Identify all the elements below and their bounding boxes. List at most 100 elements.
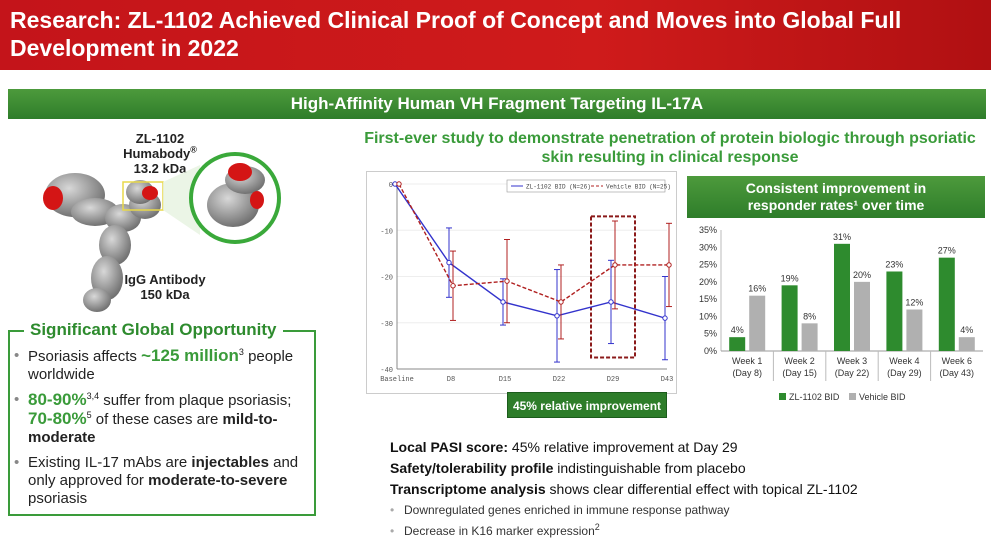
result-text: 45% relative improvement at Day 29 xyxy=(508,439,738,455)
bullet-text: suffer from plaque psoriasis; xyxy=(99,392,292,409)
legend-label: ZL-1102 BID (N=26) xyxy=(526,184,591,191)
highlight-value: 70-80% xyxy=(28,409,87,428)
bullet-text: and only approved for xyxy=(28,454,299,489)
series-line xyxy=(394,183,666,319)
bullet-text: of these cases are xyxy=(91,411,223,428)
bullet-text: Psoriasis affects xyxy=(28,348,142,365)
data-point xyxy=(612,262,618,268)
bullet-text: psoriasis xyxy=(28,490,88,507)
bar xyxy=(749,295,766,351)
y-tick-label: 25% xyxy=(699,260,717,270)
list-item: Psoriasis affects ~125 million3 people w… xyxy=(14,347,312,384)
responder-title: Consistent improvement in responder rate… xyxy=(687,176,985,218)
y-tick-label: -10 xyxy=(380,228,393,236)
sub-bullet-text: Decrease in K16 marker expression xyxy=(404,524,595,538)
bullet-text: Existing IL-17 mAbs are xyxy=(28,454,192,471)
humabody-zoom xyxy=(189,152,281,244)
result-transcriptome: Transcriptome analysis shows clear diffe… xyxy=(390,479,980,500)
y-tick-label: 30% xyxy=(699,242,717,252)
sub-bullet: Decrease in K16 marker expression2 xyxy=(390,521,980,542)
data-label: 31% xyxy=(833,232,851,242)
page-title: Research: ZL-1102 Achieved Clinical Proo… xyxy=(10,7,902,61)
bar xyxy=(854,281,870,351)
humabody-size: 13.2 kDa xyxy=(133,161,187,176)
opportunity-list: Psoriasis affects ~125 million3 people w… xyxy=(14,347,312,515)
section-banner: High-Affinity Human VH Fragment Targetin… xyxy=(8,89,986,119)
data-point xyxy=(608,299,614,305)
bar xyxy=(906,309,923,351)
results-section: Local PASI score: 45% relative improveme… xyxy=(390,437,980,542)
legend-label: ZL-1102 BID xyxy=(789,392,840,402)
bold-text: moderate-to-severe xyxy=(148,472,288,489)
result-label: Safety/tolerability profile xyxy=(390,460,554,476)
bar xyxy=(781,285,798,351)
data-label: 12% xyxy=(905,298,923,308)
y-tick-label: 15% xyxy=(699,294,717,304)
igg-label: IgG Antibody 150 kDa xyxy=(110,272,220,302)
x-tick-label: D29 xyxy=(607,376,620,384)
x-tick-label: Week 4 xyxy=(889,356,919,366)
legend-label: Vehicle BID xyxy=(859,392,906,402)
x-tick-sublabel: (Day 22) xyxy=(835,368,870,378)
y-tick-label: -40 xyxy=(380,367,393,375)
data-label: 4% xyxy=(960,325,973,335)
bold-text: injectables xyxy=(191,454,269,471)
y-tick-label: 10% xyxy=(699,311,717,321)
x-tick-label: D8 xyxy=(447,376,455,384)
bar xyxy=(729,337,746,351)
footnote-ref: 2 xyxy=(594,522,600,532)
result-label: Local PASI score: xyxy=(390,439,509,455)
data-point xyxy=(554,313,560,319)
responder-title-line1: Consistent improvement in xyxy=(745,180,927,196)
result-safety: Safety/tolerability profile indistinguis… xyxy=(390,458,980,479)
data-label: 20% xyxy=(853,270,871,280)
data-point xyxy=(504,278,510,284)
legend-box xyxy=(506,179,666,193)
highlight-box xyxy=(590,215,636,359)
data-point xyxy=(446,259,452,266)
list-item: 80-90%3,4 suffer from plaque psoriasis; … xyxy=(14,391,312,447)
pasi-line-chart: 0 -10 -20 -30 -40 Baseline D8 D15 D22 D29 D43 ZL-11… xyxy=(366,171,677,394)
y-tick-label: 20% xyxy=(699,277,717,287)
highlight-value: 80-90% xyxy=(28,390,87,409)
x-tick-sublabel: (Day 43) xyxy=(940,368,975,378)
x-tick-label: D22 xyxy=(553,376,566,384)
x-tick-label: Baseline xyxy=(380,376,414,384)
bar xyxy=(958,337,975,351)
footnote-ref: 3,4 xyxy=(86,391,100,401)
bar xyxy=(886,271,903,351)
humabody-label: ZL-1102 Humabody® 13.2 kDa xyxy=(100,131,220,176)
result-text: indistinguishable from placebo xyxy=(553,460,746,476)
legend-label: Vehicle BID (N=25) xyxy=(606,184,671,191)
igg-size: 150 kDa xyxy=(140,287,190,302)
registered-mark: ® xyxy=(190,144,197,155)
legend-swatch xyxy=(849,393,856,400)
data-point xyxy=(558,299,564,305)
header-bar: Research: ZL-1102 Achieved Clinical Proo… xyxy=(0,0,991,70)
footnote-ref: 5 xyxy=(86,410,92,420)
x-tick-label: D43 xyxy=(661,376,674,384)
footnote-ref: 3 xyxy=(238,347,244,357)
molecule-illustration xyxy=(43,152,281,312)
x-tick-label: Week 2 xyxy=(784,356,814,366)
y-tick-label: -30 xyxy=(380,321,393,329)
y-tick-label: 0% xyxy=(704,346,717,356)
sub-bullet: Downregulated genes enriched in immune r… xyxy=(390,500,980,521)
bullet-text: people worldwide xyxy=(28,348,294,383)
y-tick-label: -20 xyxy=(380,275,393,283)
bar-chart-svg: 0% 5% 10% 15% 20% 25% 30% 35% 4% 16% Week 1 (Day 8)… xyxy=(699,225,983,402)
data-point xyxy=(662,315,668,321)
result-label: Transcriptome analysis xyxy=(390,481,546,497)
highlight-value: ~125 million xyxy=(141,346,239,365)
list-item: Existing IL-17 mAbs are injectables and … xyxy=(14,454,312,508)
data-label: 8% xyxy=(803,311,816,321)
igg-structure xyxy=(43,173,164,312)
responder-bar-chart: 0% 5% 10% 15% 20% 25% 30% 35% 4% 16% Week 1 (Day 8)… xyxy=(687,218,987,410)
x-tick-sublabel: (Day 8) xyxy=(732,368,762,378)
zoom-cone xyxy=(163,165,200,235)
data-label: 19% xyxy=(781,273,799,283)
y-tick-label: 35% xyxy=(699,225,717,235)
result-text: shows clear differential effect with top… xyxy=(545,481,858,497)
bar xyxy=(834,243,850,351)
result-pasi: Local PASI score: 45% relative improveme… xyxy=(390,437,980,458)
